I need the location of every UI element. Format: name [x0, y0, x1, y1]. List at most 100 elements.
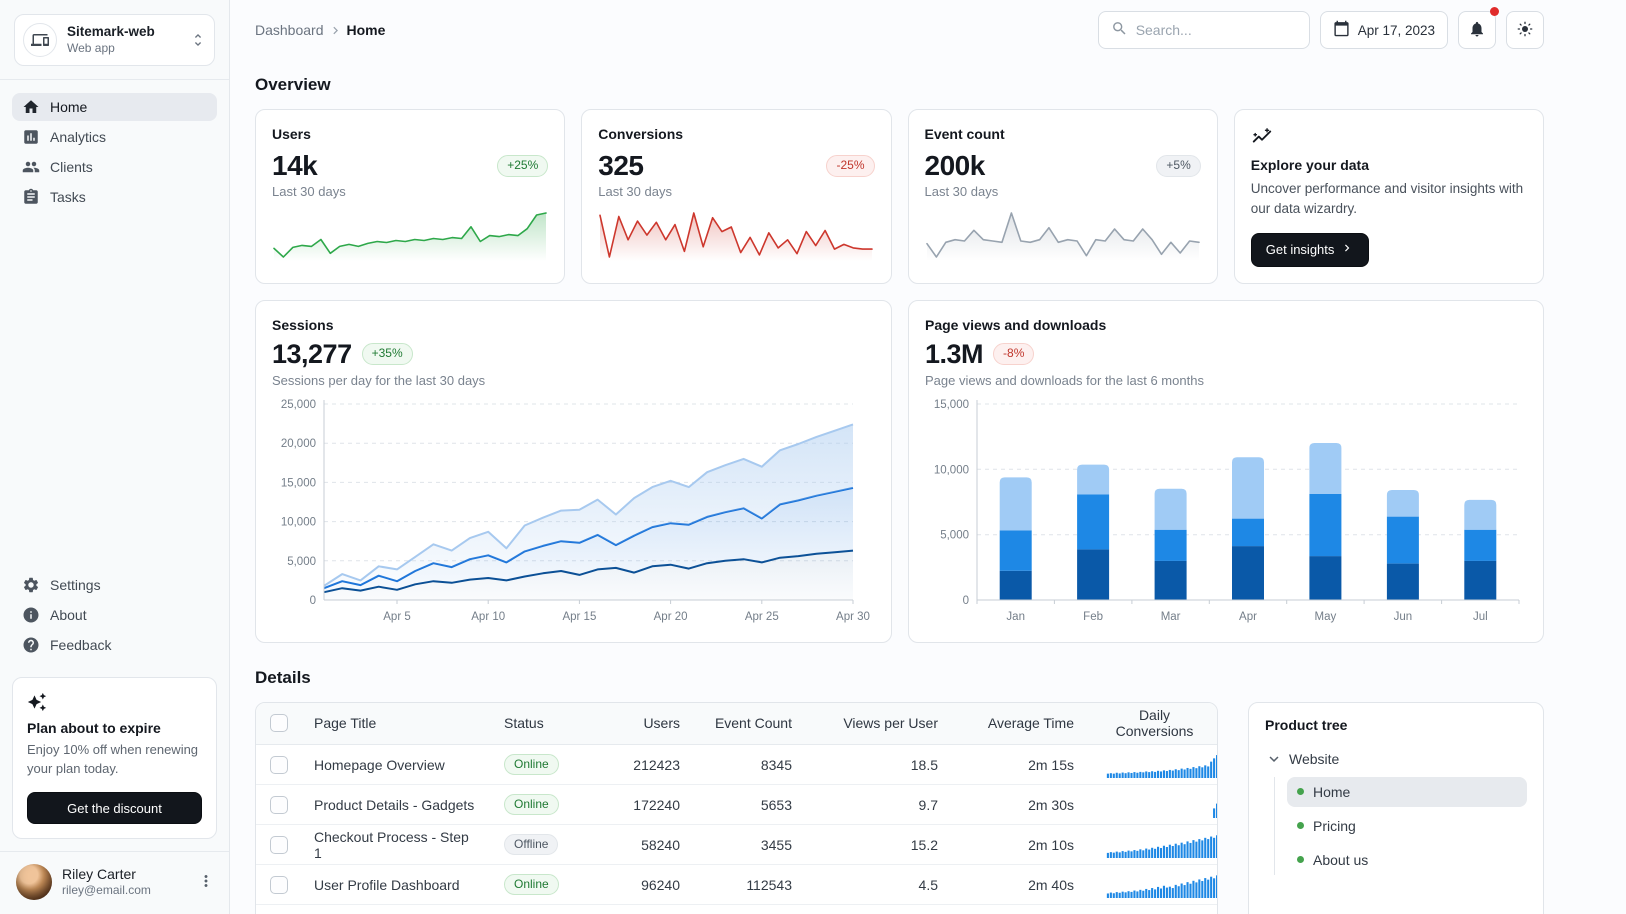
search-input[interactable] [1135, 22, 1297, 38]
stat-value: 14k [272, 150, 318, 181]
page-views-chart-card: Page views and downloads 1.3M -8% Page v… [908, 299, 1544, 643]
green-dot-icon [1297, 788, 1304, 795]
tasks-icon [22, 188, 40, 206]
status-badge: Online [504, 793, 559, 816]
sidebar-item-about[interactable]: About [12, 601, 217, 629]
column-header-event-count[interactable]: Event Count [696, 702, 808, 745]
get-discount-button[interactable]: Get the discount [27, 792, 202, 824]
svg-text:15,000: 15,000 [934, 399, 969, 411]
topbar-actions: Apr 17, 2023 [1097, 7, 1544, 49]
sidebar-item-clients[interactable]: Clients [12, 153, 217, 181]
chart-subtitle: Page views and downloads for the last 6 … [925, 372, 1204, 388]
column-header-page-title[interactable]: Page Title [302, 702, 492, 745]
chart-value: 13,277 [272, 338, 352, 369]
details-table-card: Page Title Status Users Event Count View… [255, 701, 1218, 914]
bell-icon [1468, 20, 1486, 41]
trend-badge: +5% [1156, 154, 1201, 178]
cell-event-count: 3455 [696, 824, 808, 865]
green-dot-icon [1297, 822, 1304, 829]
row-checkbox[interactable] [270, 835, 288, 854]
table-header-row: Page Title Status Users Event Count View… [256, 702, 1217, 745]
cell-users: 96240 [604, 864, 696, 905]
get-insights-label: Get insights [1265, 242, 1335, 257]
date-picker-button[interactable]: Apr 17, 2023 [1319, 11, 1448, 49]
sidebar-item-tasks[interactable]: Tasks [12, 183, 217, 211]
cell-page-title: Product Details - Gadgets [302, 784, 492, 825]
user-profile: Riley Carter riley@email.com [0, 851, 229, 914]
svg-text:Jun: Jun [1394, 611, 1413, 623]
cell-page-title: Homepage Overview [302, 744, 492, 785]
cell-page-title: User Profile Dashboard [302, 864, 492, 905]
svg-text:Apr 30: Apr 30 [836, 611, 870, 623]
tree-item-label: Pricing [1313, 817, 1356, 834]
search-icon [1111, 20, 1128, 40]
svg-text:Feb: Feb [1083, 611, 1103, 623]
cell-views-per-user: 4.5 [808, 864, 954, 905]
sidebar-item-analytics[interactable]: Analytics [12, 123, 217, 151]
row-checkbox[interactable] [270, 875, 288, 894]
user-name: Riley Carter [62, 866, 136, 883]
tree-item-home[interactable]: Home [1287, 776, 1527, 807]
theme-toggle-button[interactable] [1506, 11, 1544, 49]
sessions-area-chart: 0 5,000 10,000 15,000 20,000 25,000 Apr 5 Apr 1… [272, 394, 875, 626]
daily-conversions-chart [1102, 834, 1217, 858]
table-row: Homepage Overview Online 212423 8345 18.5 2m … [256, 744, 1217, 785]
svg-text:5,000: 5,000 [287, 555, 316, 567]
status-badge: Online [504, 753, 559, 776]
stat-value: 325 [598, 150, 644, 181]
analytics-icon [22, 128, 40, 146]
notifications-wrap [1458, 7, 1499, 49]
user-menu-button[interactable] [193, 868, 219, 897]
help-icon [22, 636, 40, 654]
workspace-section: Sitemark-web Web app [0, 0, 229, 80]
sidebar-item-label: Analytics [50, 129, 107, 145]
get-insights-button[interactable]: Get insights [1250, 232, 1370, 267]
details-grid: Page Title Status Users Event Count View… [255, 701, 1544, 914]
sidebar-spacer [12, 213, 217, 571]
tree-item-website[interactable]: Website [1265, 745, 1527, 773]
chevron-down-icon [1265, 750, 1283, 768]
column-header-users[interactable]: Users [604, 702, 696, 745]
topbar: Dashboard Home Apr 17, 2023 [255, 7, 1544, 50]
plan-card-title: Plan about to expire [27, 720, 161, 737]
tree-item-about-us[interactable]: About us [1287, 845, 1527, 875]
row-checkbox[interactable] [270, 795, 288, 814]
details-table: Page Title Status Users Event Count View… [256, 702, 1217, 905]
devices-icon [23, 23, 57, 57]
breadcrumb-dashboard[interactable]: Dashboard [255, 22, 324, 38]
explore-data-card: Explore your data Uncover performance an… [1233, 109, 1544, 284]
column-header-average-time[interactable]: Average Time [954, 702, 1090, 745]
stat-card-users: Users 14k +25% Last 30 days [255, 109, 566, 284]
tree-children: Home Pricing About us [1274, 776, 1527, 875]
notifications-button[interactable] [1458, 11, 1496, 49]
column-header-views-per-user[interactable]: Views per User [808, 702, 954, 745]
chart-value: 1.3M [925, 338, 984, 369]
chevron-right-icon [1340, 241, 1354, 258]
row-checkbox[interactable] [270, 755, 288, 774]
green-dot-icon [1297, 856, 1304, 863]
main-area: Dashboard Home Apr 17, 2023 [230, 0, 1626, 914]
explore-title: Explore your data [1250, 157, 1370, 173]
breadcrumb: Dashboard Home [255, 22, 385, 38]
cell-event-count: 112543 [696, 864, 808, 905]
sidebar-nav-primary: Home Analytics Clients Tasks [12, 93, 217, 213]
search-box[interactable] [1097, 11, 1310, 49]
workspace-selector[interactable]: Sitemark-web Web app [14, 14, 215, 66]
sidebar-item-settings[interactable]: Settings [12, 571, 217, 599]
select-all-checkbox[interactable] [270, 714, 288, 733]
sessions-chart-card: Sessions 13,277 +35% Sessions per day fo… [255, 299, 892, 643]
info-icon [22, 606, 40, 624]
insights-icon [1251, 126, 1273, 148]
tree-item-pricing[interactable]: Pricing [1287, 811, 1527, 841]
product-tree-title: Product tree [1265, 716, 1348, 733]
table-row: User Profile Dashboard Online 96240 112543 4… [256, 864, 1217, 905]
user-email: riley@email.com [62, 883, 151, 898]
calendar-icon [1333, 20, 1350, 40]
sidebar-item-feedback[interactable]: Feedback [12, 631, 217, 659]
column-header-status[interactable]: Status [492, 702, 604, 745]
stat-card-event-count: Event count 200k +5% Last 30 days [907, 109, 1218, 284]
cell-views-per-user: 15.2 [808, 824, 954, 865]
main-content: Dashboard Home Apr 17, 2023 [255, 0, 1544, 914]
sidebar-item-home[interactable]: Home [12, 93, 217, 121]
column-header-daily-conversions[interactable]: Daily Conversions [1090, 702, 1217, 745]
